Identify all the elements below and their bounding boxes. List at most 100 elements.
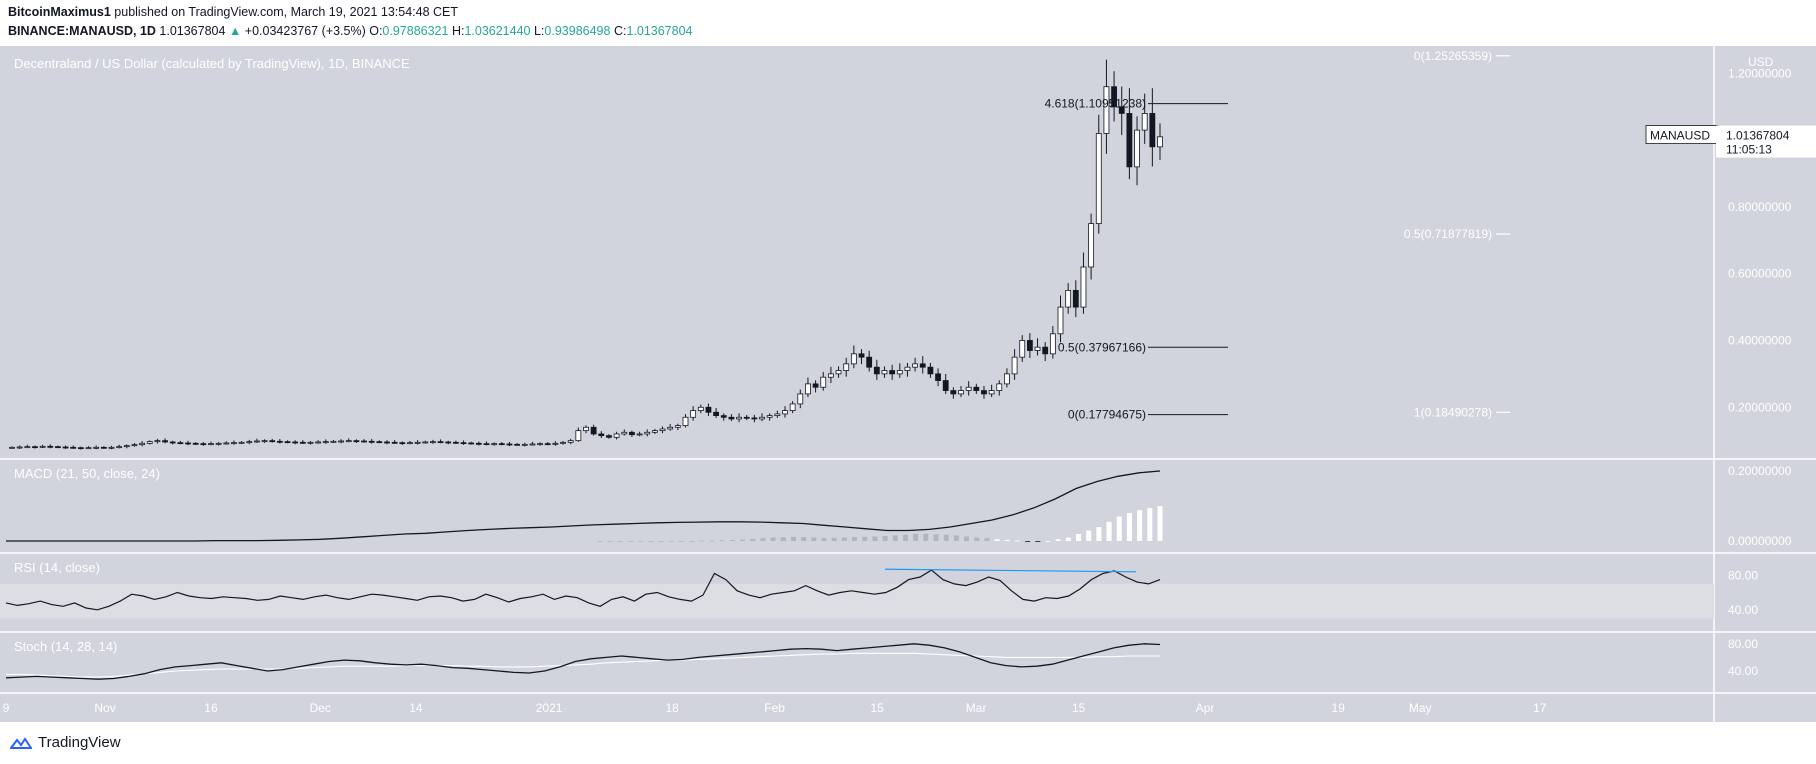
candle-body: [1126, 113, 1133, 168]
stoch-tick-label: 80.00: [1728, 637, 1758, 651]
candle-body: [261, 440, 268, 443]
macd-histogram-bar: [1004, 539, 1010, 541]
time-axis-label: Nov: [94, 701, 115, 715]
candle-body: [177, 442, 184, 445]
candle-body: [567, 440, 574, 443]
macd-histogram-bar: [1147, 508, 1153, 541]
macd-histogram-bar: [709, 540, 715, 542]
candle-body: [935, 373, 941, 381]
candle-body: [391, 441, 398, 444]
candle-body: [904, 366, 911, 371]
author-name[interactable]: BitcoinMaximus1: [8, 5, 111, 19]
candle-body: [782, 410, 788, 415]
time-axis-label: 15: [1072, 701, 1086, 715]
candle-body: [544, 443, 551, 446]
candle-body: [606, 435, 612, 438]
candle-body: [713, 411, 720, 417]
candle-body: [24, 446, 31, 449]
candle-body: [912, 363, 918, 368]
macd-histogram-bar: [1126, 513, 1132, 541]
brand-name[interactable]: TradingView: [38, 734, 121, 751]
candle-body: [452, 441, 459, 444]
time-axis-label: May: [1409, 701, 1432, 715]
candle-body: [973, 386, 980, 391]
candle-body: [208, 443, 214, 446]
candle-body: [996, 383, 1003, 391]
macd-histogram-bar: [770, 537, 776, 541]
candle-body: [598, 433, 605, 437]
candle-body: [805, 383, 811, 395]
time-axis-label: 17: [1533, 701, 1547, 715]
macd-tick-label: 0.00000000: [1728, 534, 1792, 548]
candle-body: [942, 380, 949, 391]
symbol-line: BINANCE:MANAUSD, 1D: [8, 24, 156, 38]
macd-histogram-bar: [760, 538, 766, 541]
macd-histogram-bar: [658, 541, 664, 542]
candle-body: [422, 441, 429, 444]
candle-body: [697, 406, 704, 411]
macd-histogram-bar: [831, 537, 837, 541]
candle-body: [1118, 106, 1125, 114]
time-axis-label: 16: [204, 701, 218, 715]
macd-histogram-bar: [790, 536, 796, 541]
rsi-tick-label: 80.00: [1728, 568, 1758, 582]
stoch-k-line: [5, 643, 1161, 680]
candle-body: [774, 413, 781, 417]
macd-histogram-bar: [913, 534, 919, 541]
time-axis-label: Apr: [1196, 701, 1215, 715]
candle-body: [575, 430, 582, 442]
candle-body: [828, 373, 834, 378]
candle-body: [766, 415, 773, 418]
stoch-title: Stoch (14, 28, 14): [14, 639, 117, 654]
candle-body: [1134, 129, 1140, 168]
candle-body: [1072, 289, 1079, 308]
candle-body: [651, 430, 658, 433]
footer: TradingView: [10, 734, 121, 751]
candle-body: [407, 442, 413, 445]
time-axis-label: Dec: [310, 701, 331, 715]
macd-histogram-bar: [699, 540, 705, 542]
candle-body: [552, 442, 559, 445]
macd-histogram-bar: [1076, 534, 1082, 541]
candle-body: [1019, 340, 1026, 358]
candle-body: [590, 426, 597, 435]
candle-body: [430, 441, 436, 444]
candle-body: [682, 416, 689, 427]
last-price-tag-value: 1.01367804: [1726, 129, 1790, 143]
candle-body: [629, 431, 635, 436]
ohlc-line: BINANCE:MANAUSD, 1D 1.01367804 ▲ +0.0342…: [8, 22, 693, 40]
candle-body: [728, 416, 735, 420]
macd-histogram-bar: [719, 540, 725, 542]
chart-area[interactable]: USD1.200000001.000000000.800000000.60000…: [0, 46, 1816, 722]
candle-body: [185, 442, 191, 445]
chart-svg[interactable]: USD1.200000001.000000000.800000000.60000…: [0, 46, 1816, 722]
candle-body: [93, 446, 100, 449]
candle-body: [169, 441, 176, 444]
candle-body: [866, 356, 873, 368]
candle-body: [460, 442, 467, 445]
macd-histogram-bar: [750, 538, 756, 541]
macd-histogram-bar: [617, 541, 623, 542]
candle-body: [284, 441, 291, 444]
macd-histogram-bar: [628, 541, 634, 542]
candle-body: [720, 415, 727, 418]
candle-body: [850, 353, 857, 365]
rsi-title: RSI (14, close): [14, 560, 100, 575]
time-axis-label: 15: [870, 701, 884, 715]
candle-body: [1034, 346, 1041, 351]
candle-body: [1088, 223, 1095, 268]
candle-body: [1157, 136, 1163, 148]
up-arrow-icon: ▲: [228, 24, 242, 38]
macd-histogram-bar: [780, 537, 786, 541]
candle-body: [315, 441, 322, 444]
time-axis-label: 18: [665, 701, 679, 715]
macd-histogram-bar: [892, 535, 898, 541]
candle-body: [276, 440, 283, 443]
candle-body: [858, 353, 865, 358]
candle-body: [468, 442, 475, 445]
candle-body: [338, 440, 344, 443]
candle-body: [9, 446, 15, 449]
currency-label: USD: [1748, 55, 1774, 69]
price-tick-label: 1.20000000: [1728, 66, 1792, 80]
candle-body: [751, 417, 758, 420]
